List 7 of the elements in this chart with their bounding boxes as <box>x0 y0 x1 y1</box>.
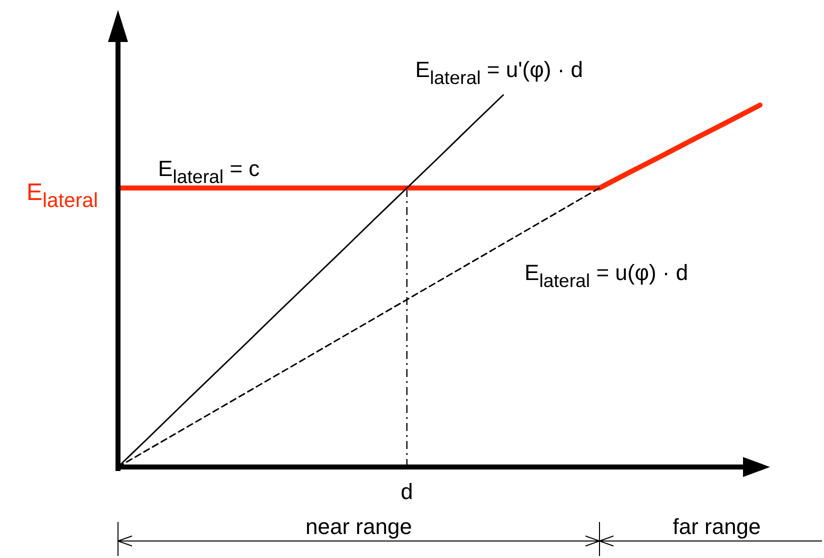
series-label: E$_{lateral}$ = u'(φ) · d <box>415 57 584 88</box>
series-label: E$_{lateral}$ = c <box>158 156 260 187</box>
text: E$_{lateral}$ <box>26 179 98 212</box>
text: far range <box>672 514 761 539</box>
text: d <box>400 479 414 504</box>
text: near range <box>306 514 412 539</box>
series-label: E$_{lateral}$ = u(φ) · d <box>524 260 688 291</box>
